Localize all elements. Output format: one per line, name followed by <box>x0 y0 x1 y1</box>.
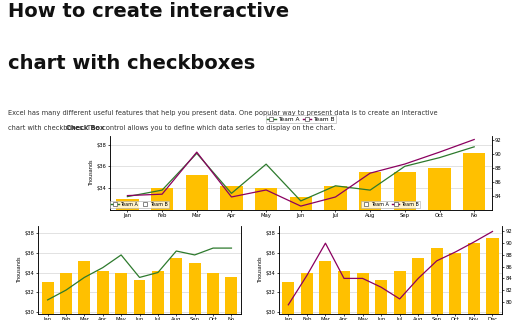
Text: chart with checkboxes: chart with checkboxes <box>8 54 255 73</box>
Bar <box>97 271 109 320</box>
Text: Check Box: Check Box <box>66 125 104 131</box>
Bar <box>60 273 72 320</box>
Bar <box>115 273 127 320</box>
Y-axis label: Thousands: Thousands <box>17 256 23 283</box>
Legend: Team A, Team B: Team A, Team B <box>266 116 336 124</box>
Bar <box>359 172 381 320</box>
Bar <box>468 243 480 320</box>
Y-axis label: Thousands: Thousands <box>258 256 263 283</box>
Bar <box>412 258 424 320</box>
Bar <box>319 261 331 320</box>
Bar <box>356 273 369 320</box>
Bar <box>152 271 164 320</box>
Bar <box>189 263 201 320</box>
Bar <box>394 271 406 320</box>
Bar <box>255 188 278 320</box>
Bar <box>78 261 90 320</box>
Text: Excel has many different useful features that help you present data. One popular: Excel has many different useful features… <box>8 110 437 116</box>
Y-axis label: Thousands: Thousands <box>89 160 94 186</box>
Bar <box>185 175 208 320</box>
Bar <box>394 172 416 320</box>
Legend: Team A, Team B: Team A, Team B <box>361 201 420 208</box>
Bar <box>463 153 485 320</box>
Bar <box>486 238 499 320</box>
Text: How to create interactive: How to create interactive <box>8 2 289 20</box>
Bar <box>450 253 461 320</box>
Legend: Team A, Team B: Team A, Team B <box>110 201 169 208</box>
Bar <box>301 273 313 320</box>
Text: control allows you to define which data series to display on the chart.: control allows you to define which data … <box>100 125 335 131</box>
Bar <box>170 258 182 320</box>
Bar <box>151 188 174 320</box>
Bar <box>324 186 347 320</box>
Bar <box>375 280 387 320</box>
Bar <box>338 271 350 320</box>
Bar <box>207 273 219 320</box>
Bar <box>116 199 139 320</box>
Bar <box>134 280 145 320</box>
Bar <box>41 282 54 320</box>
Bar <box>431 248 443 320</box>
Bar <box>225 277 238 320</box>
Bar <box>220 186 243 320</box>
Bar <box>428 168 451 320</box>
Bar <box>282 282 294 320</box>
Text: chart with checkboxes. The: chart with checkboxes. The <box>8 125 101 131</box>
Bar <box>289 196 312 320</box>
